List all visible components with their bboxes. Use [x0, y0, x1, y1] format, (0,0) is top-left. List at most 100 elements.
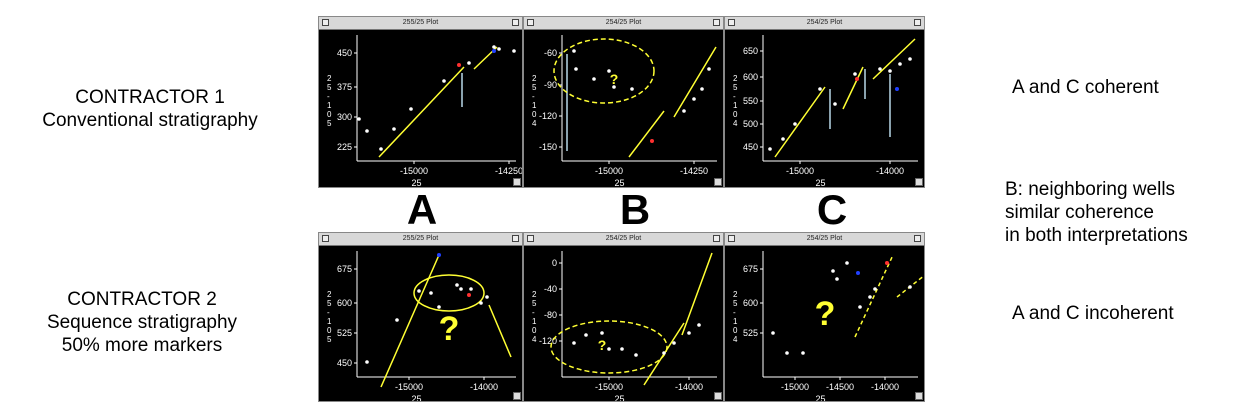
zoom-box-icon[interactable] [512, 235, 519, 242]
data-point [395, 318, 399, 322]
data-point [479, 301, 483, 305]
data-point [801, 351, 805, 355]
resize-handle-icon[interactable] [513, 392, 521, 400]
window-titlebar[interactable]: 254/25 Plot [725, 233, 924, 246]
red-marker [457, 63, 461, 67]
close-box-icon[interactable] [322, 235, 329, 242]
data-point [771, 331, 775, 335]
close-box-icon[interactable] [322, 19, 329, 26]
data-point [497, 47, 501, 51]
resize-handle-icon[interactable] [714, 392, 722, 400]
trend-line [673, 46, 717, 118]
window-titlebar[interactable]: 254/25 Plot [524, 17, 723, 30]
resize-handle-icon[interactable] [714, 178, 722, 186]
x-tick-label: -14000 [675, 382, 703, 392]
zoom-box-icon[interactable] [713, 235, 720, 242]
data-point [707, 67, 711, 71]
y-tick-label: 600 [337, 298, 352, 308]
data-point [768, 147, 772, 151]
y-axis-label: 2 5 -1 0 5 [327, 290, 332, 344]
window-titlebar[interactable]: 255/25 Plot [319, 233, 522, 246]
contractor1-label: CONTRACTOR 1 Conventional stratigraphy [0, 86, 300, 132]
trend-line [628, 110, 665, 158]
resize-handle-icon[interactable] [915, 178, 923, 186]
y-tick-label: 675 [743, 264, 758, 274]
plot-window[interactable]: 254/25 Plot -60 -90 -120 -150 -15000 -14250 25 2… [523, 16, 724, 188]
note-neighboring: B: neighboring wells similar coherence i… [1005, 178, 1188, 247]
zoom-box-icon[interactable] [914, 235, 921, 242]
contractor1-subtitle: Conventional stratigraphy [42, 110, 258, 131]
red-marker [885, 261, 889, 265]
data-point [697, 323, 701, 327]
data-point [888, 69, 892, 73]
x-axis-label: 25 [815, 178, 825, 188]
window-titlebar[interactable]: 254/25 Plot [524, 233, 723, 246]
x-axis-label: 25 [614, 178, 624, 188]
x-tick-label: -14250 [680, 166, 708, 176]
data-point [365, 129, 369, 133]
resize-handle-icon[interactable] [513, 178, 521, 186]
y-tick-label: 600 [743, 298, 758, 308]
question-mark-annotation: ? [610, 71, 619, 87]
y-tick-label: 675 [337, 264, 352, 274]
data-point [442, 79, 446, 83]
plot-canvas: 0 -40 -80 -120 -15000 -14000 25 2 5 -1 0 4? [532, 251, 717, 402]
window-title: 255/25 Plot [402, 19, 439, 26]
zoom-box-icon[interactable] [713, 19, 720, 26]
data-point [455, 283, 459, 287]
x-tick-label: -15000 [781, 382, 809, 392]
plot-window[interactable]: 254/25 Plot 0 -40 -80 -120 -15000 -14000 25 2 5 -1… [523, 232, 724, 402]
x-tick-label: -15000 [786, 166, 814, 176]
data-point [459, 287, 463, 291]
data-point [908, 57, 912, 61]
plot-canvas: 650 600 550 500 450 -15000 -14000 25 2 5 -1 0 4 [733, 35, 918, 188]
data-point [357, 117, 361, 121]
y-tick-label: 550 [743, 96, 758, 106]
close-box-icon[interactable] [527, 235, 534, 242]
x-tick-label: -14250 [495, 166, 523, 176]
data-point [584, 333, 588, 337]
plot-window[interactable]: 254/25 Plot 650 600 550 500 450 -15000 -14000 25… [724, 16, 925, 188]
close-box-icon[interactable] [728, 19, 735, 26]
letter-a: A [406, 186, 438, 233]
y-tick-label: -60 [544, 48, 557, 58]
resize-handle-icon[interactable] [915, 392, 923, 400]
data-point [687, 331, 691, 335]
y-tick-label: 600 [743, 72, 758, 82]
blue-marker [856, 271, 860, 275]
blue-marker [492, 49, 496, 53]
window-titlebar[interactable]: 255/25 Plot [319, 17, 522, 30]
data-point [574, 67, 578, 71]
x-tick-label: -14000 [871, 382, 899, 392]
data-point [908, 285, 912, 289]
plot-window[interactable]: 255/25 Plot 675 600 525 450 -15000 -14000 25 2 5-… [318, 232, 523, 402]
x-tick-label: -15000 [400, 166, 428, 176]
x-axis-label: 25 [815, 394, 825, 402]
data-point [793, 122, 797, 126]
data-point [600, 331, 604, 335]
contractor2-detail: 50% more markers [61, 335, 223, 356]
y-tick-label: 500 [743, 119, 758, 129]
red-marker [855, 77, 859, 81]
zoom-box-icon[interactable] [512, 19, 519, 26]
data-point [634, 353, 638, 357]
data-point [868, 295, 872, 299]
trend-line [488, 304, 512, 358]
data-point [612, 85, 616, 89]
plot-window[interactable]: 254/25 Plot 675 600 525 -15000 -14500 -14000 25… [724, 232, 925, 402]
trend-line [842, 66, 864, 110]
close-box-icon[interactable] [527, 19, 534, 26]
data-point [379, 147, 383, 151]
window-titlebar[interactable]: 254/25 Plot [725, 17, 924, 30]
close-box-icon[interactable] [728, 235, 735, 242]
trend-line [774, 86, 826, 158]
zoom-box-icon[interactable] [914, 19, 921, 26]
data-point [858, 305, 862, 309]
plot-window[interactable]: 255/25 Plot 450 375 300 225 -15000 -14250 25 2 5-… [318, 16, 523, 188]
y-tick-label: -120 [539, 336, 557, 346]
x-axis-label: 25 [614, 394, 624, 402]
y-axis-label: 2 5 -1 0 4 [733, 290, 738, 344]
data-point [878, 67, 882, 71]
x-axis-label: 25 [411, 178, 421, 188]
x-tick-label: -14000 [876, 166, 904, 176]
